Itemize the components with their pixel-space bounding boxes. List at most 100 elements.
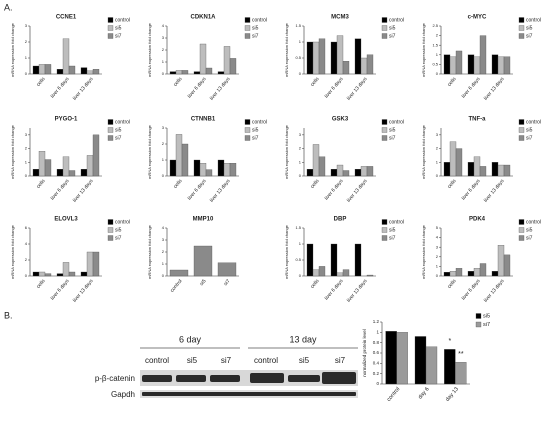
legend-swatch [381, 135, 388, 141]
bar [342, 170, 350, 177]
y-axis-label: mRNA expression fold change [421, 124, 426, 179]
x-tick-label: day 6 [417, 386, 430, 400]
bar [32, 168, 40, 177]
legend-swatch [518, 235, 525, 241]
x-tick-label: cells [173, 76, 184, 88]
y-tick-label: 1 [299, 39, 302, 44]
x-tick-label: liver 13 days [209, 178, 232, 204]
bar [92, 69, 100, 75]
bar [38, 151, 46, 177]
blot-group-label: 13 day [289, 334, 317, 344]
y-tick-label: 1.5 [295, 23, 301, 28]
bar [467, 162, 475, 177]
legend-swatch [107, 219, 114, 225]
bar [491, 271, 499, 277]
band [176, 375, 206, 382]
bar [44, 159, 52, 177]
x-tick-label: cells [36, 278, 47, 290]
x-tick-label: day 13 [445, 386, 460, 403]
bar [312, 269, 320, 277]
y-tick-label: 1 [162, 59, 165, 64]
bar [68, 65, 76, 75]
y-axis-label: mRNA expression fold change [284, 224, 289, 279]
chart-title: MMP10 [193, 217, 214, 223]
y-tick-label: 0 [162, 71, 165, 76]
bar [32, 65, 40, 75]
legend-label: control [526, 219, 541, 225]
bar [318, 38, 326, 75]
legend-swatch [107, 17, 114, 23]
legend-label: si5 [389, 227, 396, 233]
legend-swatch [381, 25, 388, 31]
y-tick-label: 2 [299, 146, 302, 151]
y-tick-label: 1 [436, 159, 439, 164]
legend-swatch [244, 17, 251, 23]
bar [503, 254, 511, 277]
bar [336, 35, 344, 75]
bar [229, 58, 237, 75]
legend-label: si5 [526, 25, 533, 31]
x-tick-label: cells [173, 178, 184, 190]
legend-swatch [381, 219, 388, 225]
bar [449, 141, 457, 177]
y-tick-label: 2 [436, 254, 439, 259]
legend-label: control [252, 17, 267, 23]
bar [503, 164, 511, 177]
legend-swatch [107, 235, 114, 241]
bar [217, 159, 225, 177]
bar [32, 271, 40, 277]
y-tick-label: 0 [376, 381, 379, 386]
bar [449, 56, 457, 75]
bar [56, 168, 64, 177]
chart-title: CTNNB1 [191, 117, 216, 123]
chart-title: CCNE1 [56, 15, 77, 21]
chart-title: ELOVL3 [54, 217, 78, 223]
legend-label: si5 [389, 25, 396, 31]
legend-swatch [518, 33, 525, 39]
bar [444, 349, 456, 385]
bar [68, 170, 76, 177]
legend-swatch [244, 127, 251, 133]
x-tick-label: cells [36, 76, 47, 88]
bar [306, 243, 314, 277]
chart-title: GSK3 [332, 117, 349, 123]
legend-swatch [381, 235, 388, 241]
y-tick-label: 0 [162, 173, 165, 178]
blot-lane-label: control [145, 356, 169, 365]
y-tick-label: 0 [162, 273, 165, 278]
y-tick-label: 0.5 [295, 55, 301, 60]
legend-swatch [381, 119, 388, 125]
chart-title: CDKN1A [190, 15, 216, 21]
bar [217, 71, 225, 75]
blot [140, 347, 358, 398]
legend-swatch [107, 119, 114, 125]
bar [354, 38, 362, 75]
x-tick-label: cells [447, 178, 458, 190]
chart-title: TNF-a [469, 117, 487, 123]
bar [342, 61, 350, 75]
blot-lane-label: si5 [187, 356, 198, 365]
legend-swatch [518, 127, 525, 133]
bar [86, 70, 94, 75]
bar [455, 362, 467, 385]
legend-label: si5 [115, 127, 122, 133]
bar [199, 43, 207, 75]
bar [360, 166, 368, 177]
band [142, 375, 172, 382]
band [250, 373, 284, 383]
x-tick-label: liver 6 days [187, 76, 208, 100]
x-tick-label: si7 [223, 278, 232, 287]
y-tick-label: 2 [25, 146, 28, 151]
bar [396, 332, 408, 385]
bar [479, 35, 487, 75]
bar [193, 159, 201, 177]
legend-swatch [518, 25, 525, 31]
bar [169, 159, 177, 177]
bar [312, 144, 320, 177]
legend-label: si5 [526, 227, 533, 233]
x-tick-label: liver 13 days [483, 76, 506, 102]
bar [497, 245, 505, 277]
legend-label: si7 [115, 135, 122, 141]
y-tick-label: 1 [162, 157, 165, 162]
